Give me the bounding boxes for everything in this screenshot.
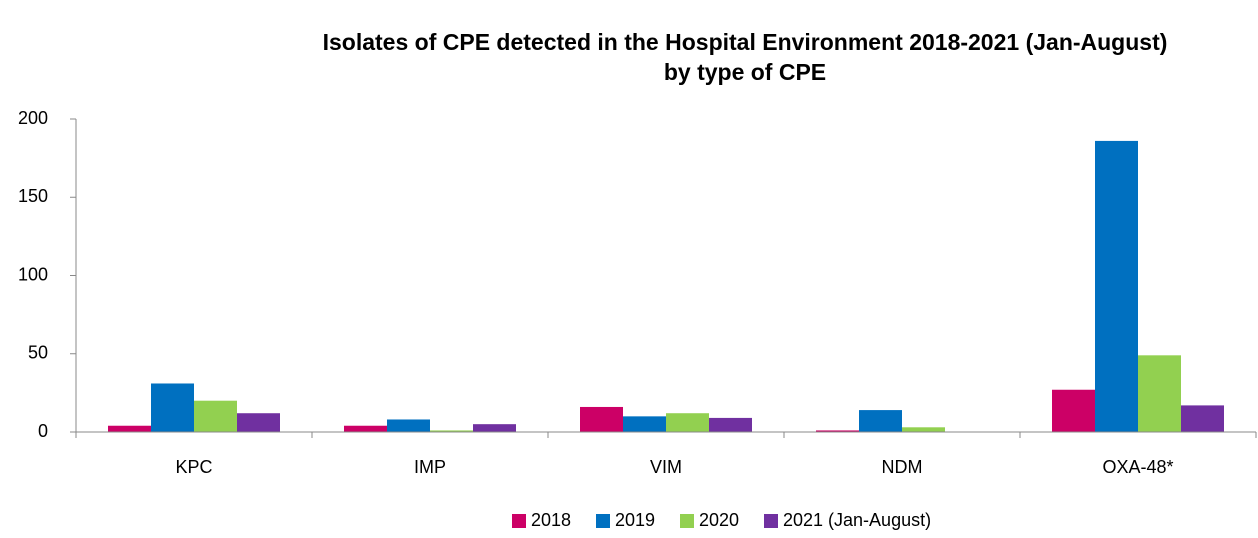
bar xyxy=(430,430,473,432)
legend-label: 2018 xyxy=(531,510,571,530)
bar xyxy=(816,430,859,432)
x-tick-label: OXA-48* xyxy=(1102,457,1173,477)
y-tick-label: 50 xyxy=(28,343,48,363)
bar xyxy=(237,413,280,432)
bar xyxy=(151,383,194,432)
bar xyxy=(623,416,666,432)
y-tick-label: 150 xyxy=(18,186,48,206)
bar xyxy=(108,425,151,432)
bar xyxy=(580,406,623,432)
x-tick-label: VIM xyxy=(650,457,682,477)
legend-swatch xyxy=(764,514,778,528)
y-tick-label: 100 xyxy=(18,264,48,284)
bar xyxy=(473,424,516,432)
bar xyxy=(1138,355,1181,432)
bar xyxy=(902,427,945,432)
bar xyxy=(666,413,709,432)
chart-title: by type of CPE xyxy=(664,59,826,85)
legend-label: 2021 (Jan-August) xyxy=(783,510,931,530)
bar xyxy=(1181,405,1224,432)
bar xyxy=(709,417,752,432)
chart-title: Isolates of CPE detected in the Hospital… xyxy=(323,29,1168,55)
bar xyxy=(1095,140,1138,432)
legend-label: 2019 xyxy=(615,510,655,530)
legend-swatch xyxy=(680,514,694,528)
legend-swatch xyxy=(512,514,526,528)
bar xyxy=(859,410,902,432)
legend-swatch xyxy=(596,514,610,528)
y-tick-label: 200 xyxy=(18,108,48,128)
legend-label: 2020 xyxy=(699,510,739,530)
bar xyxy=(344,425,387,432)
x-tick-label: KPC xyxy=(175,457,212,477)
bar xyxy=(387,419,430,432)
bar xyxy=(194,400,237,432)
x-tick-label: IMP xyxy=(414,457,446,477)
bar xyxy=(1052,389,1095,432)
y-tick-label: 0 xyxy=(38,421,48,441)
x-tick-label: NDM xyxy=(882,457,923,477)
